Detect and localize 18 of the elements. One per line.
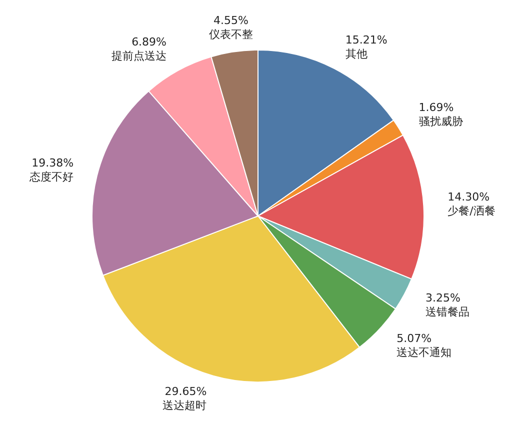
data-label: 6.89% <box>132 35 167 48</box>
slice-label: 送达超时 <box>162 398 207 412</box>
data-label: 15.21% <box>345 33 388 46</box>
slice-label: 其他 <box>345 47 368 60</box>
slice-label: 仪表不整 <box>208 28 253 41</box>
data-label: 14.30% <box>448 190 490 204</box>
slice-label: 送错餐品 <box>425 306 470 319</box>
slice-label: 态度不好 <box>28 170 74 184</box>
slice-label: 提前点送达 <box>112 49 167 62</box>
data-label: 4.55% <box>213 14 248 27</box>
data-label: 3.25% <box>425 292 460 305</box>
slice-label: 送达不通知 <box>396 346 452 359</box>
data-label: 1.69% <box>418 100 454 114</box>
data-label: 29.65% <box>164 384 207 398</box>
slice-label: 少餐/洒餐 <box>448 204 496 218</box>
data-label: 19.38% <box>32 156 74 170</box>
data-label: 5.07% <box>396 332 432 345</box>
slice-label: 骚扰威胁 <box>418 114 463 128</box>
